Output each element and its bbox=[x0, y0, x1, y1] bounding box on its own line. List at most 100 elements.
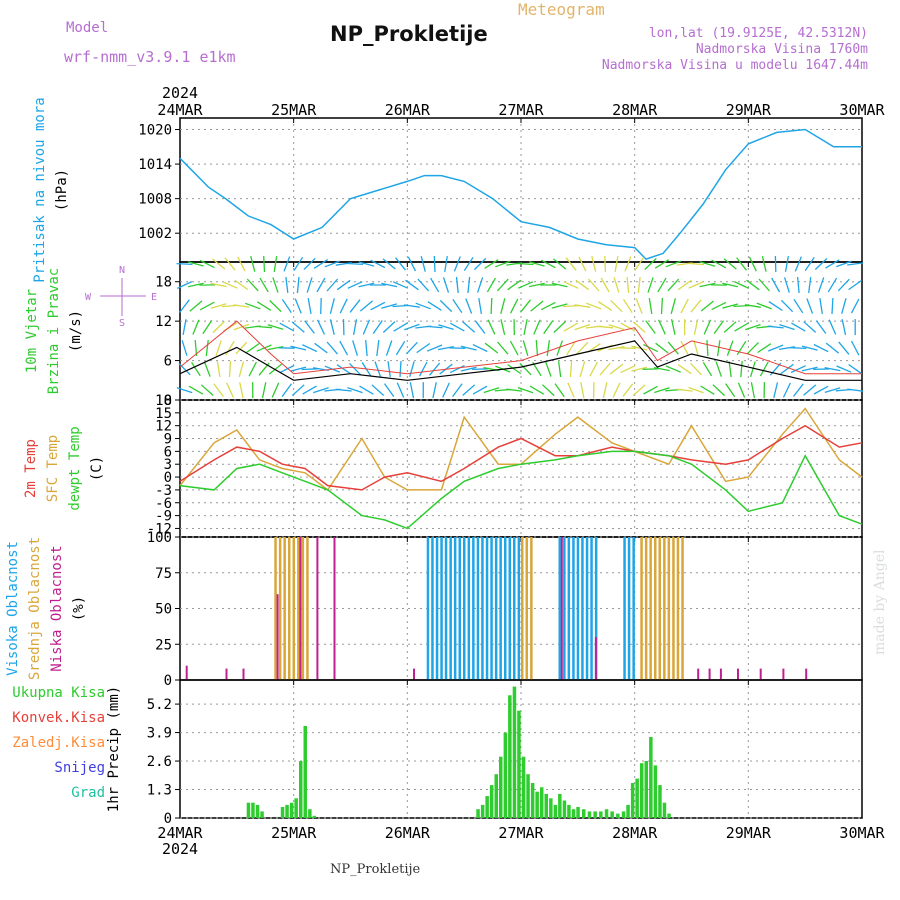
wind-arrow bbox=[203, 361, 211, 377]
wind-arrow bbox=[335, 388, 352, 392]
wind-arrow bbox=[269, 300, 282, 313]
wind-arrow bbox=[813, 343, 829, 353]
wind-arrow bbox=[706, 340, 709, 357]
wind-arrow bbox=[815, 320, 827, 334]
wind-arrow bbox=[597, 325, 614, 329]
precip-bar bbox=[526, 774, 530, 818]
wind-arrow bbox=[814, 258, 828, 270]
wind-arrow bbox=[496, 278, 509, 292]
wind-arrow bbox=[761, 256, 767, 272]
model-label: Model bbox=[66, 20, 109, 36]
wind-arrow bbox=[358, 282, 375, 288]
wind-arrow bbox=[472, 385, 488, 395]
wind-arrow bbox=[418, 361, 428, 377]
cloud-bar-visoka bbox=[449, 537, 452, 680]
wind-arrow bbox=[791, 322, 806, 332]
wind-arrow bbox=[500, 319, 506, 336]
wind-arrow bbox=[245, 342, 260, 354]
wind-arrow bbox=[850, 298, 860, 314]
wind-arrow bbox=[733, 304, 750, 308]
wind-arrow bbox=[813, 385, 829, 395]
wind-arrow bbox=[725, 383, 736, 398]
wind-arrow bbox=[850, 340, 860, 356]
wind-arrow bbox=[847, 262, 864, 266]
wind-arrow bbox=[407, 256, 417, 272]
precip-bar bbox=[587, 811, 592, 818]
wind-arrow bbox=[819, 298, 823, 314]
cloud-bar-visoka bbox=[431, 537, 434, 680]
wind-arrow bbox=[409, 361, 415, 377]
wind-arrow bbox=[847, 388, 864, 392]
precip-bar bbox=[494, 774, 498, 818]
y-axis-label: 2m Temp bbox=[23, 439, 39, 498]
wind-arrow bbox=[365, 340, 368, 357]
cloud-bar-visoka bbox=[590, 537, 593, 680]
wind-arrow bbox=[403, 304, 420, 308]
wind-arrow bbox=[358, 261, 375, 267]
precip-bar bbox=[616, 813, 620, 818]
wind-arrow bbox=[452, 299, 463, 314]
precip-bar bbox=[294, 798, 298, 818]
wind-arrow bbox=[749, 361, 756, 377]
x-tick-label-top: 27MAR bbox=[498, 101, 544, 119]
precip-bar bbox=[593, 811, 597, 818]
wind-arrow bbox=[210, 303, 227, 309]
wind-arrow bbox=[622, 383, 634, 397]
precip-bar bbox=[610, 811, 614, 818]
wind-arrow bbox=[476, 277, 484, 293]
wind-arrow bbox=[773, 382, 779, 399]
wind-arrow bbox=[806, 298, 814, 314]
wind-arrow bbox=[740, 361, 743, 378]
cloud-bar-niska bbox=[719, 668, 722, 680]
wind-arrow bbox=[825, 259, 840, 269]
wind-arrow bbox=[199, 301, 215, 311]
wind-arrow bbox=[551, 282, 568, 288]
wind-arrow bbox=[700, 300, 715, 312]
wind-arrow bbox=[438, 324, 454, 331]
wind-arrow bbox=[202, 320, 213, 335]
cloud-bar-niska bbox=[225, 668, 228, 680]
wind-arrow bbox=[506, 388, 523, 392]
precip-bar bbox=[562, 800, 567, 818]
wind-arrow bbox=[303, 257, 316, 271]
wind-arrow bbox=[831, 297, 834, 315]
cloud-bar-srednja bbox=[292, 537, 295, 680]
precip-bar bbox=[567, 804, 571, 818]
wind-arrow bbox=[382, 321, 396, 333]
wind-arrow bbox=[430, 277, 440, 293]
precip-bar bbox=[599, 811, 603, 818]
wind-arrow bbox=[804, 257, 815, 271]
wind-arrow bbox=[598, 301, 613, 311]
cloud-bar-srednja bbox=[672, 537, 675, 680]
wind-arrow bbox=[554, 383, 565, 398]
wind-arrow bbox=[782, 382, 791, 398]
wind-arrow bbox=[551, 303, 568, 309]
precip-legend-label: Grad bbox=[71, 785, 105, 801]
wind-arrow bbox=[702, 361, 713, 377]
chart-subtitle: Meteogram bbox=[518, 0, 605, 19]
y-tick-label: 1020 bbox=[138, 123, 172, 139]
wind-arrow bbox=[665, 365, 681, 373]
cloud-bar-srednja bbox=[297, 537, 300, 680]
wind-arrow bbox=[610, 299, 623, 313]
wind-arrow bbox=[409, 382, 415, 399]
cloud-bar-niska bbox=[697, 668, 700, 680]
precip-bar bbox=[480, 804, 485, 818]
wind-arrow bbox=[746, 279, 760, 291]
sfc-temp-line bbox=[179, 407, 863, 491]
wind-arrow bbox=[530, 300, 544, 312]
wind-arrow bbox=[256, 325, 273, 329]
precip-bar bbox=[246, 802, 251, 818]
cloud-bar-niska bbox=[708, 668, 711, 680]
page-title: NP_Prokletije bbox=[330, 22, 488, 46]
y-tick-label: -12 bbox=[147, 521, 172, 537]
wind-arrow bbox=[478, 297, 483, 315]
cloud-bar-srednja bbox=[663, 537, 666, 680]
wind-arrow bbox=[837, 278, 850, 292]
wind-arrow bbox=[757, 343, 772, 354]
cloud-bar-niska bbox=[737, 668, 739, 680]
wind-arrow bbox=[301, 368, 318, 371]
wind-arrow bbox=[700, 385, 715, 395]
wind-arrow bbox=[723, 321, 737, 333]
wind-arrow bbox=[420, 256, 426, 272]
